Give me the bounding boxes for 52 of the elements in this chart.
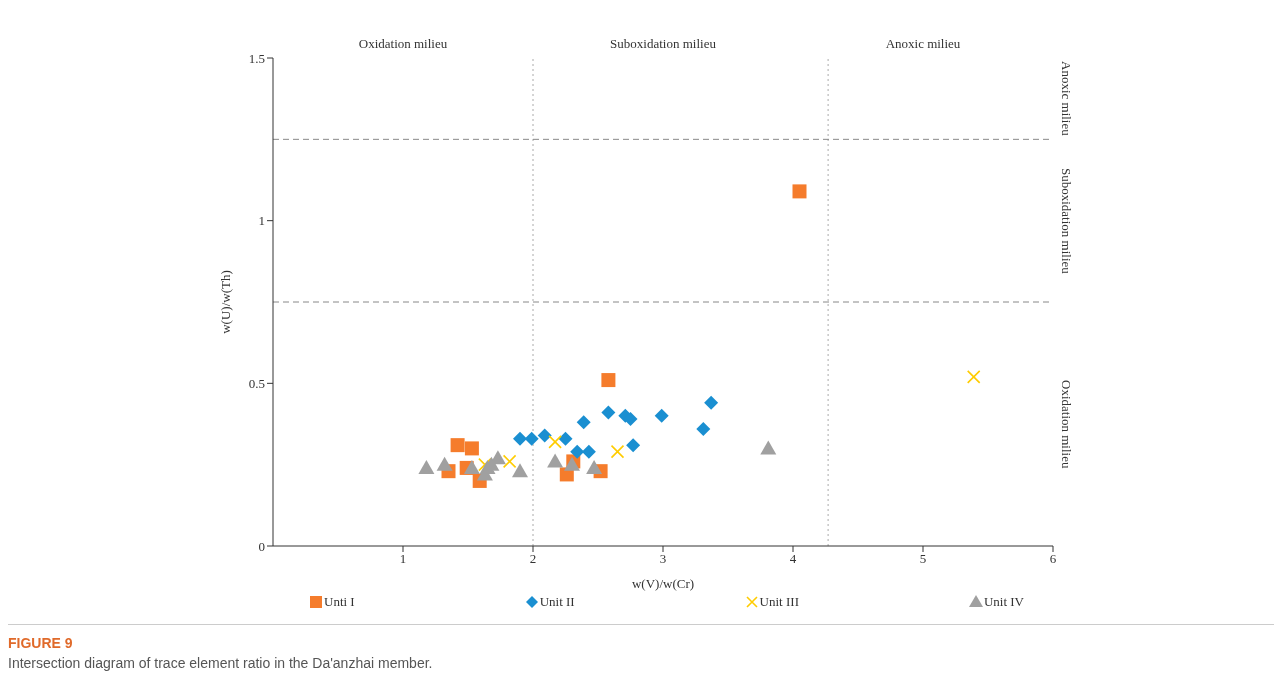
y-tick-label: 0 — [258, 538, 265, 554]
y-axis-title: w(U)/w(Th) — [217, 270, 233, 334]
point — [966, 370, 981, 384]
text: Suboxidation milieu — [609, 36, 717, 52]
y-tick-label: 0.5 — [248, 375, 265, 391]
point — [601, 373, 616, 388]
x-tick-label: 6 — [1049, 551, 1057, 567]
point — [586, 459, 603, 474]
x-tick-label: 2 — [529, 551, 537, 567]
text: Intersection diagram of trace element ratio in the Da'anzhai member. — [8, 655, 434, 671]
point — [704, 395, 719, 410]
point — [537, 428, 552, 443]
point — [576, 415, 591, 430]
text: FIGURE 9 — [8, 635, 74, 651]
point — [502, 454, 517, 469]
point — [558, 431, 573, 446]
point — [570, 444, 585, 459]
point — [696, 421, 711, 436]
text: Oxidation milieu — [1058, 379, 1074, 469]
point — [513, 431, 527, 446]
text: Oxidation milieu — [357, 36, 449, 52]
text: Anoxic milieu — [1058, 61, 1074, 136]
point — [760, 440, 777, 455]
x-tick-label: 3 — [659, 551, 667, 567]
point — [654, 408, 669, 423]
point — [548, 435, 562, 449]
point — [463, 459, 480, 474]
y-tick-label: 1.5 — [248, 50, 265, 66]
point — [524, 431, 539, 446]
legend-label: Unit II — [538, 594, 575, 610]
x-tick-label: 5 — [919, 551, 927, 567]
legend-label: Unit IV — [982, 594, 1024, 610]
x-tick-label: 1 — [399, 551, 407, 567]
point — [581, 444, 596, 459]
point — [436, 456, 453, 471]
x-tick-label: 4 — [789, 551, 797, 567]
point — [610, 444, 625, 459]
x-axis-title: w(V)/w(Cr) — [631, 576, 695, 591]
point — [601, 405, 616, 420]
point — [478, 457, 492, 472]
point — [450, 438, 465, 453]
point — [792, 184, 807, 199]
point — [626, 438, 641, 453]
y-tick-label: 1 — [258, 213, 265, 229]
text: Anoxic milieu — [884, 36, 962, 52]
legend-label: Unit III — [758, 594, 799, 610]
point — [512, 463, 528, 478]
text: Suboxidation milieu — [1058, 167, 1074, 274]
point — [418, 459, 435, 474]
point — [464, 441, 479, 456]
point — [547, 453, 564, 468]
legend-label: Unti I — [323, 594, 355, 610]
